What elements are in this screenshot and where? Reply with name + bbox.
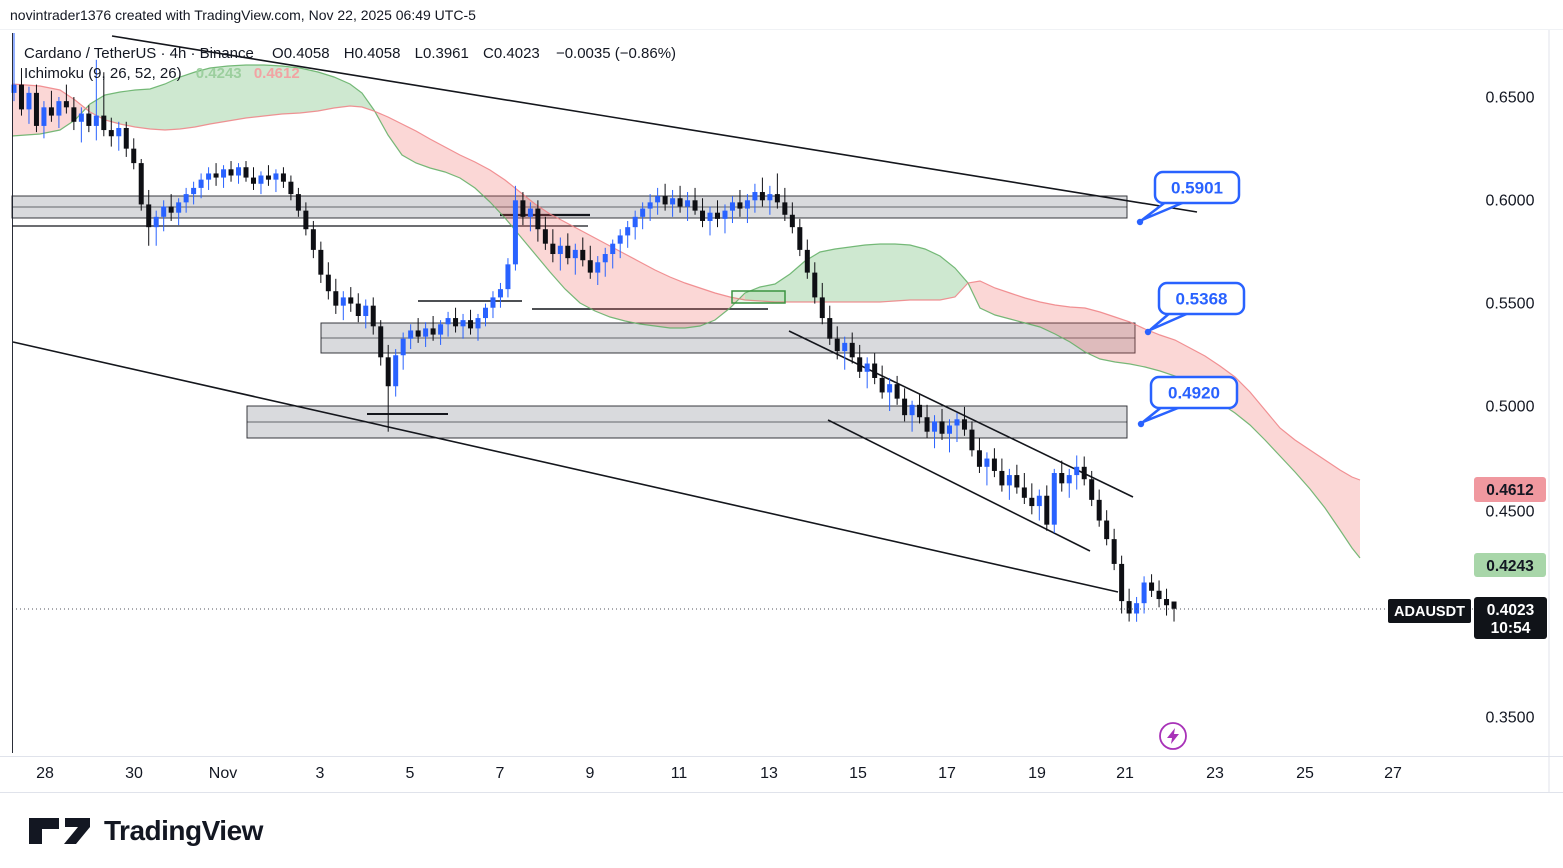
lightning-reaction-icon[interactable] <box>1159 722 1187 750</box>
ohlc-open: O0.4058 <box>272 45 330 62</box>
svg-text:10:54: 10:54 <box>1491 620 1531 637</box>
indicator-value-senkou-a: 0.4243 <box>195 65 242 82</box>
svg-text:0.4920: 0.4920 <box>1168 384 1220 403</box>
price-tick: 0.4500 <box>1486 504 1535 521</box>
time-tick: 23 <box>1206 765 1224 782</box>
price-badge-red <box>1474 477 1546 502</box>
time-tick: 7 <box>496 765 505 782</box>
price-tick: 0.5500 <box>1486 296 1535 313</box>
candles <box>11 32 1177 622</box>
zone-2[interactable] <box>320 322 1136 354</box>
time-tick: 13 <box>760 765 778 782</box>
svg-text:ADAUSDT: ADAUSDT <box>1394 604 1465 620</box>
price-tick: 0.3500 <box>1486 710 1535 727</box>
time-tick: 3 <box>316 765 325 782</box>
time-tick: 17 <box>938 765 956 782</box>
price-tick: 0.6000 <box>1486 193 1535 210</box>
time-tick: 30 <box>125 765 143 782</box>
time-tick: 25 <box>1296 765 1314 782</box>
ohlc-change: −0.0035 (−0.86%) <box>555 45 677 62</box>
lower-support-trendline[interactable] <box>12 341 1119 593</box>
time-tick: 19 <box>1028 765 1046 782</box>
svg-text:0.4612: 0.4612 <box>1486 482 1533 499</box>
chart-pane[interactable]: ADAUSDT 0.5901 0.5368 0.4920 0.6500 0.6000 0.5… <box>0 30 1563 792</box>
time-tick: 5 <box>406 765 415 782</box>
footer-bar: TradingView <box>0 792 1563 868</box>
time-tick: Nov <box>209 765 237 782</box>
zone-1[interactable] <box>11 195 1128 219</box>
svg-text:0.5901: 0.5901 <box>1171 179 1223 198</box>
symbol-price-tag <box>1388 599 1471 623</box>
symbol-title[interactable]: Cardano / TetherUS · 4h · Binance <box>24 45 254 62</box>
attribution-bar: novintrader1376 created with TradingView… <box>0 0 1563 30</box>
time-tick: 27 <box>1384 765 1402 782</box>
indicator-value-senkou-b: 0.4612 <box>253 65 300 82</box>
svg-text:0.5368: 0.5368 <box>1176 290 1228 309</box>
price-callout-0.5901[interactable] <box>1136 170 1241 226</box>
channel-lower-line[interactable] <box>827 419 1091 552</box>
price-callout-0.5368[interactable] <box>1144 281 1246 336</box>
price-badge-black <box>1474 597 1547 639</box>
zone-3[interactable] <box>246 405 1128 439</box>
time-tick: 15 <box>849 765 867 782</box>
price-badge-green <box>1474 553 1546 577</box>
ichimoku-cloud <box>11 64 1361 559</box>
ohlc-high: H0.4058 <box>343 45 401 62</box>
upper-resistance-trendline[interactable] <box>111 35 1198 213</box>
svg-text:0.4023: 0.4023 <box>1487 602 1535 619</box>
price-callout-0.4920[interactable] <box>1137 375 1239 428</box>
price-tick: 0.6500 <box>1486 90 1535 107</box>
time-tick: 11 <box>671 765 688 782</box>
chart-legend: Cardano / TetherUS · 4h · Binance O0.405… <box>24 44 676 84</box>
ohlc-low: L0.3961 <box>414 45 469 62</box>
time-tick: 28 <box>36 765 54 782</box>
attribution-text: novintrader1376 created with TradingView… <box>10 7 476 23</box>
chart-canvas[interactable]: ADAUSDT 0.5901 0.5368 0.4920 0.6500 0.6000 0.5… <box>0 30 1563 792</box>
indicator-label[interactable]: Ichimoku (9, 26, 52, 26) <box>24 65 182 82</box>
time-tick: 21 <box>1116 765 1134 782</box>
price-tick: 0.5000 <box>1486 399 1535 416</box>
svg-text:0.4243: 0.4243 <box>1486 558 1534 575</box>
senkou-span-a-line <box>11 64 1361 559</box>
tradingview-logo-icon <box>29 817 90 844</box>
ohlc-close: C0.4023 <box>483 45 540 62</box>
green-box-drawing[interactable] <box>731 290 786 304</box>
tradingview-brand: TradingView <box>104 814 263 846</box>
price-axis[interactable] <box>1474 477 1547 639</box>
time-tick: 9 <box>586 765 595 782</box>
